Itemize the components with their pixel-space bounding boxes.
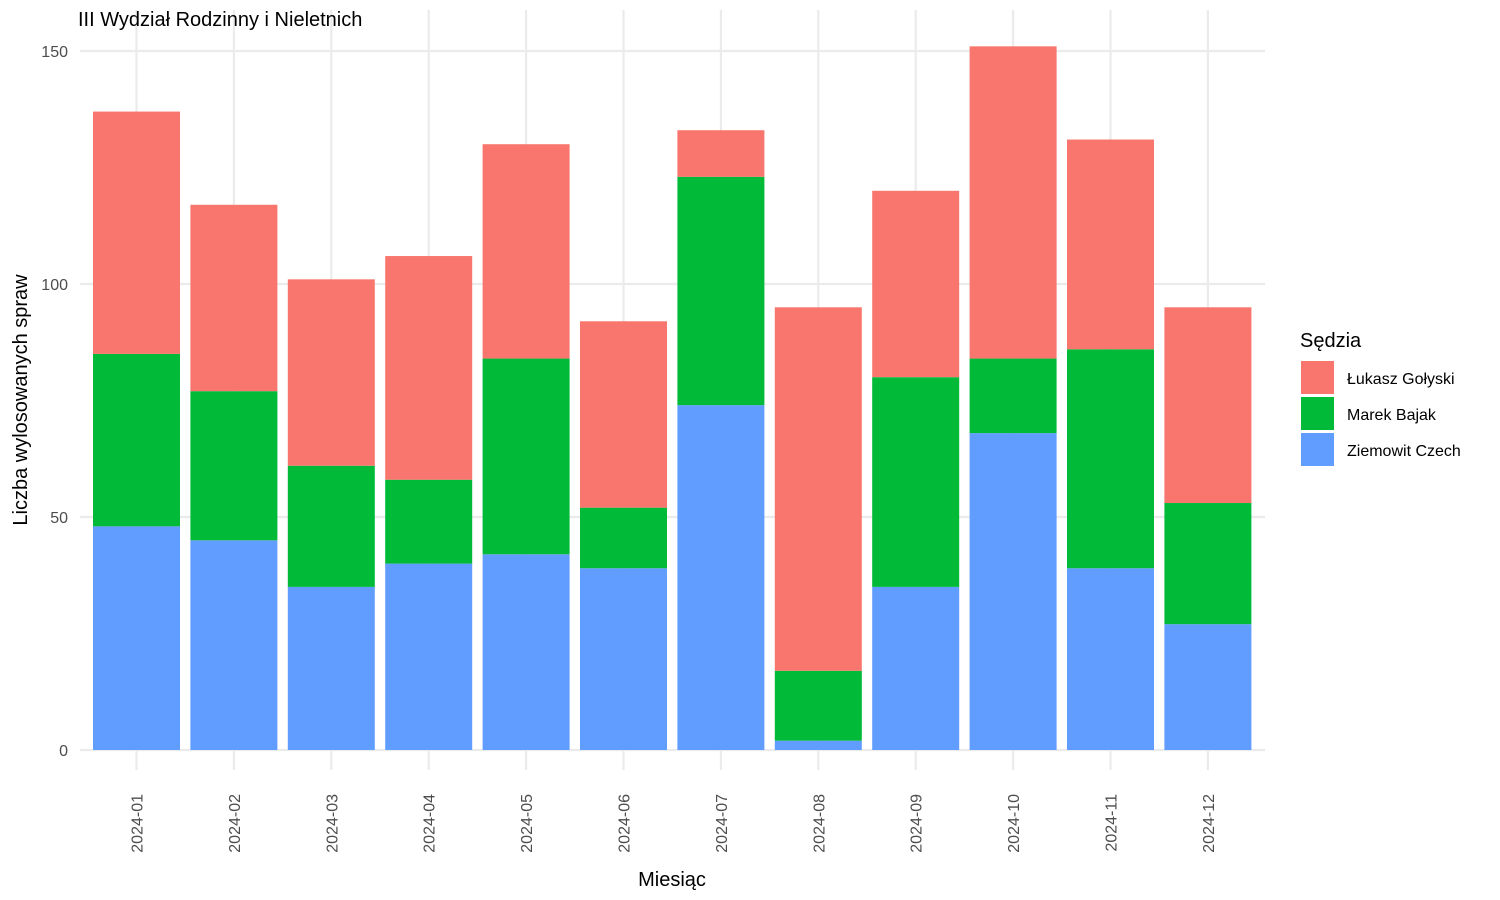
- x-tick-labels: 2024-01 2024-02 2024-03 2024-04 2024-05 2024-…: [130, 794, 1218, 853]
- bar-segment: [677, 130, 765, 177]
- x-tick-label: 2024-05: [519, 794, 536, 853]
- bar-segment: [93, 353, 180, 527]
- bar-segment: [1164, 624, 1252, 750]
- bar-segment: [872, 377, 960, 587]
- bar-segment: [774, 740, 862, 750]
- legend-key: [1301, 397, 1334, 430]
- legend-label: Łukasz Gołyski: [1347, 371, 1455, 388]
- bar-segment: [677, 176, 765, 406]
- bar-segment: [385, 479, 473, 564]
- bar-segment: [482, 554, 570, 750]
- bar-segment: [872, 586, 960, 750]
- x-tick-label: 2024-06: [617, 794, 634, 853]
- x-tick-label: 2024-03: [324, 794, 341, 853]
- bar-segment: [1067, 349, 1154, 569]
- y-tick-label: 0: [59, 743, 68, 760]
- x-tick-label: 2024-12: [1201, 794, 1218, 853]
- bar-segment: [93, 526, 180, 750]
- x-tick-label: 2024-08: [811, 794, 828, 853]
- bar-segment: [385, 563, 473, 750]
- bar-segment: [1067, 139, 1154, 350]
- bar-segment: [190, 204, 278, 392]
- legend: Sędzia Łukasz Gołyski Marek Bajak Ziemowit…: [1300, 330, 1461, 466]
- legend-label: Ziemowit Czech: [1347, 443, 1461, 460]
- bar-segment: [93, 111, 180, 354]
- legend-label: Marek Bajak: [1347, 407, 1437, 424]
- x-axis-title: Miesiąc: [638, 869, 706, 891]
- chart-title: III Wydział Rodzinny i Nieletnich: [78, 9, 362, 31]
- x-tick-label: 2024-09: [909, 794, 926, 853]
- y-tick-labels: 0 50 100 150: [41, 44, 68, 760]
- bar-segment: [969, 358, 1057, 434]
- bar-segment: [385, 256, 473, 480]
- x-tick-label: 2024-04: [422, 794, 439, 853]
- bar-segment: [872, 190, 960, 378]
- bars-layer: [93, 46, 1252, 750]
- bar-segment: [190, 540, 278, 750]
- bar-segment: [1164, 307, 1252, 504]
- bar-segment: [287, 279, 375, 466]
- bar-segment: [190, 391, 278, 541]
- y-tick-label: 100: [41, 277, 68, 294]
- x-tick-label: 2024-01: [130, 794, 147, 853]
- bar-segment: [580, 321, 667, 508]
- legend-key: [1301, 361, 1334, 394]
- x-tick-label: 2024-11: [1104, 794, 1121, 852]
- legend-items: Łukasz Gołyski Marek Bajak Ziemowit Czech: [1301, 361, 1461, 466]
- bar-segment: [774, 307, 862, 671]
- bar-segment: [969, 46, 1057, 359]
- bar-segment: [287, 465, 375, 587]
- bar-segment: [969, 433, 1057, 750]
- bar-segment: [580, 568, 667, 750]
- legend-title: Sędzia: [1300, 330, 1362, 352]
- legend-key: [1301, 433, 1334, 466]
- bar-segment: [1164, 503, 1252, 625]
- x-tick-label: 2024-10: [1006, 794, 1023, 853]
- bar-segment: [287, 586, 375, 750]
- bar-segment: [1067, 568, 1154, 750]
- y-tick-label: 150: [41, 44, 68, 61]
- bar-segment: [482, 358, 570, 555]
- bar-segment: [677, 405, 765, 750]
- y-tick-label: 50: [50, 510, 68, 527]
- y-axis-title: Liczba wylosowanych spraw: [10, 274, 32, 526]
- bar-segment: [482, 144, 570, 359]
- x-tick-label: 2024-07: [714, 794, 731, 853]
- x-tick-label: 2024-02: [227, 794, 244, 853]
- bar-segment: [580, 507, 667, 569]
- bar-segment: [774, 670, 862, 741]
